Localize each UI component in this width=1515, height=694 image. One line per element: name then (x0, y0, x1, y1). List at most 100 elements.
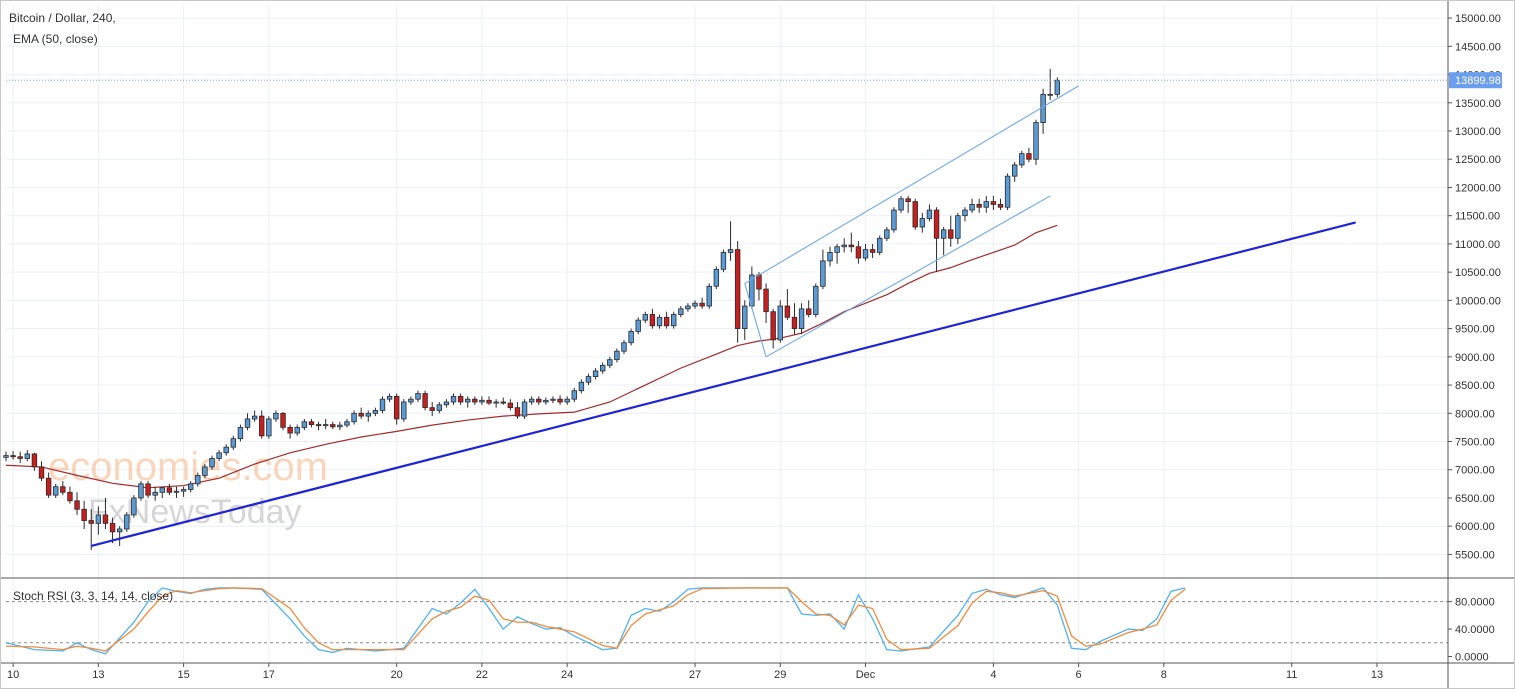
candle (940, 226, 947, 256)
candle-body-down (109, 522, 116, 533)
candle (571, 387, 577, 402)
candle-body-up (607, 359, 613, 366)
candle (301, 418, 308, 431)
candle (720, 249, 727, 273)
candle (997, 198, 1004, 211)
candle-body-up (692, 302, 698, 307)
candle-body-up (685, 305, 691, 310)
candle-body-up (877, 237, 883, 253)
candle-body-up (436, 404, 443, 411)
candle-body-up (124, 514, 130, 530)
last-price-tag (1449, 72, 1502, 89)
candle-body-down (259, 415, 265, 437)
candle-body-up (152, 491, 158, 496)
candle (955, 212, 961, 244)
candle-body-down (166, 487, 173, 493)
candle (294, 424, 300, 436)
candle (31, 452, 38, 471)
candle (1026, 147, 1032, 163)
candle-body-up (1054, 79, 1061, 95)
candle (621, 339, 627, 355)
candle-body-up (187, 483, 194, 490)
price-tick-label: 8500.00 (1455, 380, 1495, 392)
candle (969, 198, 975, 213)
candle (216, 449, 222, 462)
candle (528, 396, 535, 405)
time-tick-label: 15 (177, 669, 189, 681)
osc-tick-label: 80.0000 (1455, 597, 1495, 609)
candle (344, 418, 350, 428)
time-tick-label: 29 (774, 669, 786, 681)
candle-body-down (649, 314, 656, 327)
candle-body-up (479, 399, 485, 403)
candle (727, 221, 734, 261)
channel-lower-line (765, 195, 1051, 358)
candle (443, 399, 450, 408)
channel-upper-line (744, 85, 1079, 284)
time-tick-label: Dec (856, 669, 876, 681)
grid-lines (6, 4, 1448, 662)
symbol-title: Bitcoin / Dollar, 240, (9, 11, 116, 25)
candle (848, 232, 855, 253)
candle-body-up (777, 305, 783, 341)
candle (187, 481, 194, 493)
candle (486, 396, 492, 405)
candle (195, 472, 201, 487)
price-tick-label: 10500.00 (1455, 267, 1501, 279)
candle-body-up (820, 260, 826, 287)
candle-body-up (628, 331, 634, 344)
candle-body-down (500, 401, 506, 404)
time-tick-label: 27 (689, 669, 701, 681)
candle-body-down (663, 316, 670, 327)
candle (53, 483, 59, 498)
candle-body-down (358, 412, 364, 417)
candle (3, 451, 9, 462)
candle-body-down (486, 399, 492, 404)
candle (393, 393, 400, 425)
watermark-economies: economies.com (48, 445, 328, 489)
candle-body-up (322, 424, 329, 427)
candle-body-up (578, 381, 585, 392)
time-tick-label: 8 (1161, 669, 1167, 681)
candle (429, 401, 435, 417)
candle (671, 311, 677, 329)
candle-body-up (599, 364, 606, 372)
candle-body-down (67, 491, 73, 502)
candle (763, 283, 769, 323)
candle-body-up (1019, 153, 1025, 166)
candle (948, 215, 954, 247)
candle-body-down (933, 209, 940, 239)
time-tick-label: 17 (263, 669, 275, 681)
candle-body-down (287, 426, 293, 434)
candle (308, 418, 315, 428)
candle (386, 393, 393, 402)
price-tick-label: 9500.00 (1455, 324, 1495, 336)
candle (599, 362, 606, 374)
candle-body-up (528, 398, 535, 403)
candle (926, 204, 933, 222)
candle (10, 451, 16, 460)
candle (770, 308, 776, 349)
candle-body-down (45, 477, 52, 496)
candle (81, 500, 87, 530)
price-tick-label: 7500.00 (1455, 437, 1495, 449)
candle (351, 410, 357, 425)
candle-body-down (855, 246, 862, 259)
price-tick-label: 13500.00 (1455, 98, 1501, 110)
candle-body-up (1004, 175, 1011, 208)
candle (365, 410, 371, 422)
candle (813, 283, 819, 318)
candle-body-down (88, 520, 94, 524)
candle (372, 407, 379, 417)
candle-body-up (635, 319, 641, 332)
time-tick-label: 22 (476, 669, 488, 681)
candle (706, 283, 712, 309)
candle-body-up (53, 486, 59, 496)
candle-body-down (948, 229, 954, 239)
candle (699, 297, 705, 309)
candle-body-down (429, 407, 435, 411)
candle-body-down (393, 395, 400, 420)
candle (266, 416, 272, 439)
time-tick-label: 13 (92, 669, 104, 681)
